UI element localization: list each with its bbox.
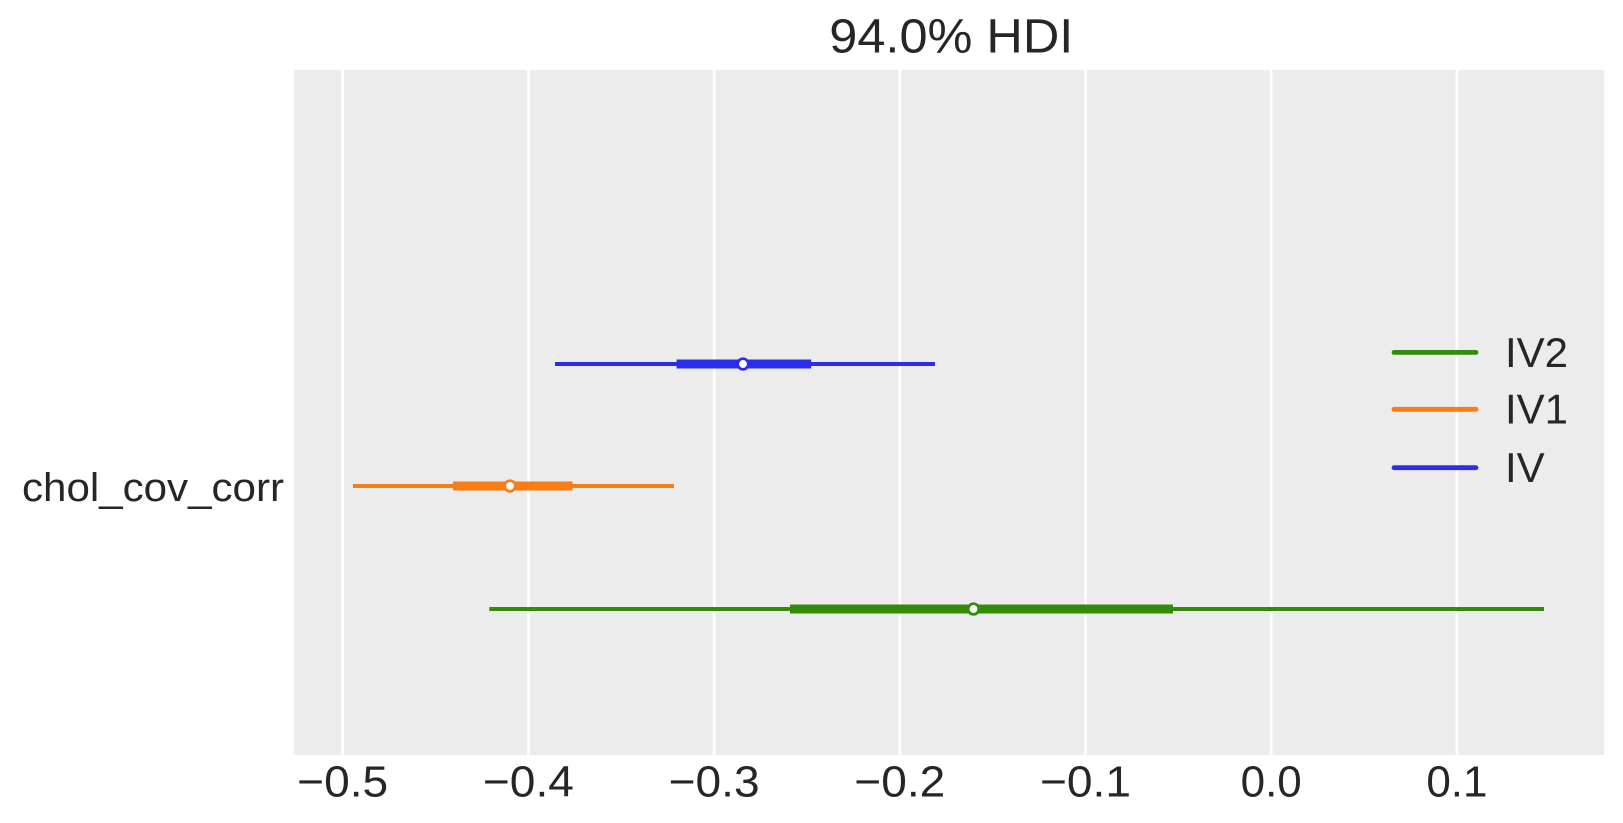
svg-text:chol_cov_corr: chol_cov_corr: [22, 466, 284, 510]
svg-text:−0.5: −0.5: [297, 757, 388, 806]
svg-text:−0.4: −0.4: [483, 757, 574, 806]
svg-text:IV2: IV2: [1505, 329, 1568, 376]
svg-text:0.0: 0.0: [1241, 757, 1302, 806]
svg-text:−0.3: −0.3: [669, 757, 760, 806]
svg-text:IV1: IV1: [1505, 386, 1568, 433]
svg-text:−0.2: −0.2: [854, 757, 945, 806]
svg-text:94.0% HDI: 94.0% HDI: [829, 10, 1073, 64]
svg-text:IV: IV: [1505, 444, 1545, 491]
svg-text:−0.1: −0.1: [1040, 757, 1131, 806]
svg-text:0.1: 0.1: [1426, 757, 1487, 806]
